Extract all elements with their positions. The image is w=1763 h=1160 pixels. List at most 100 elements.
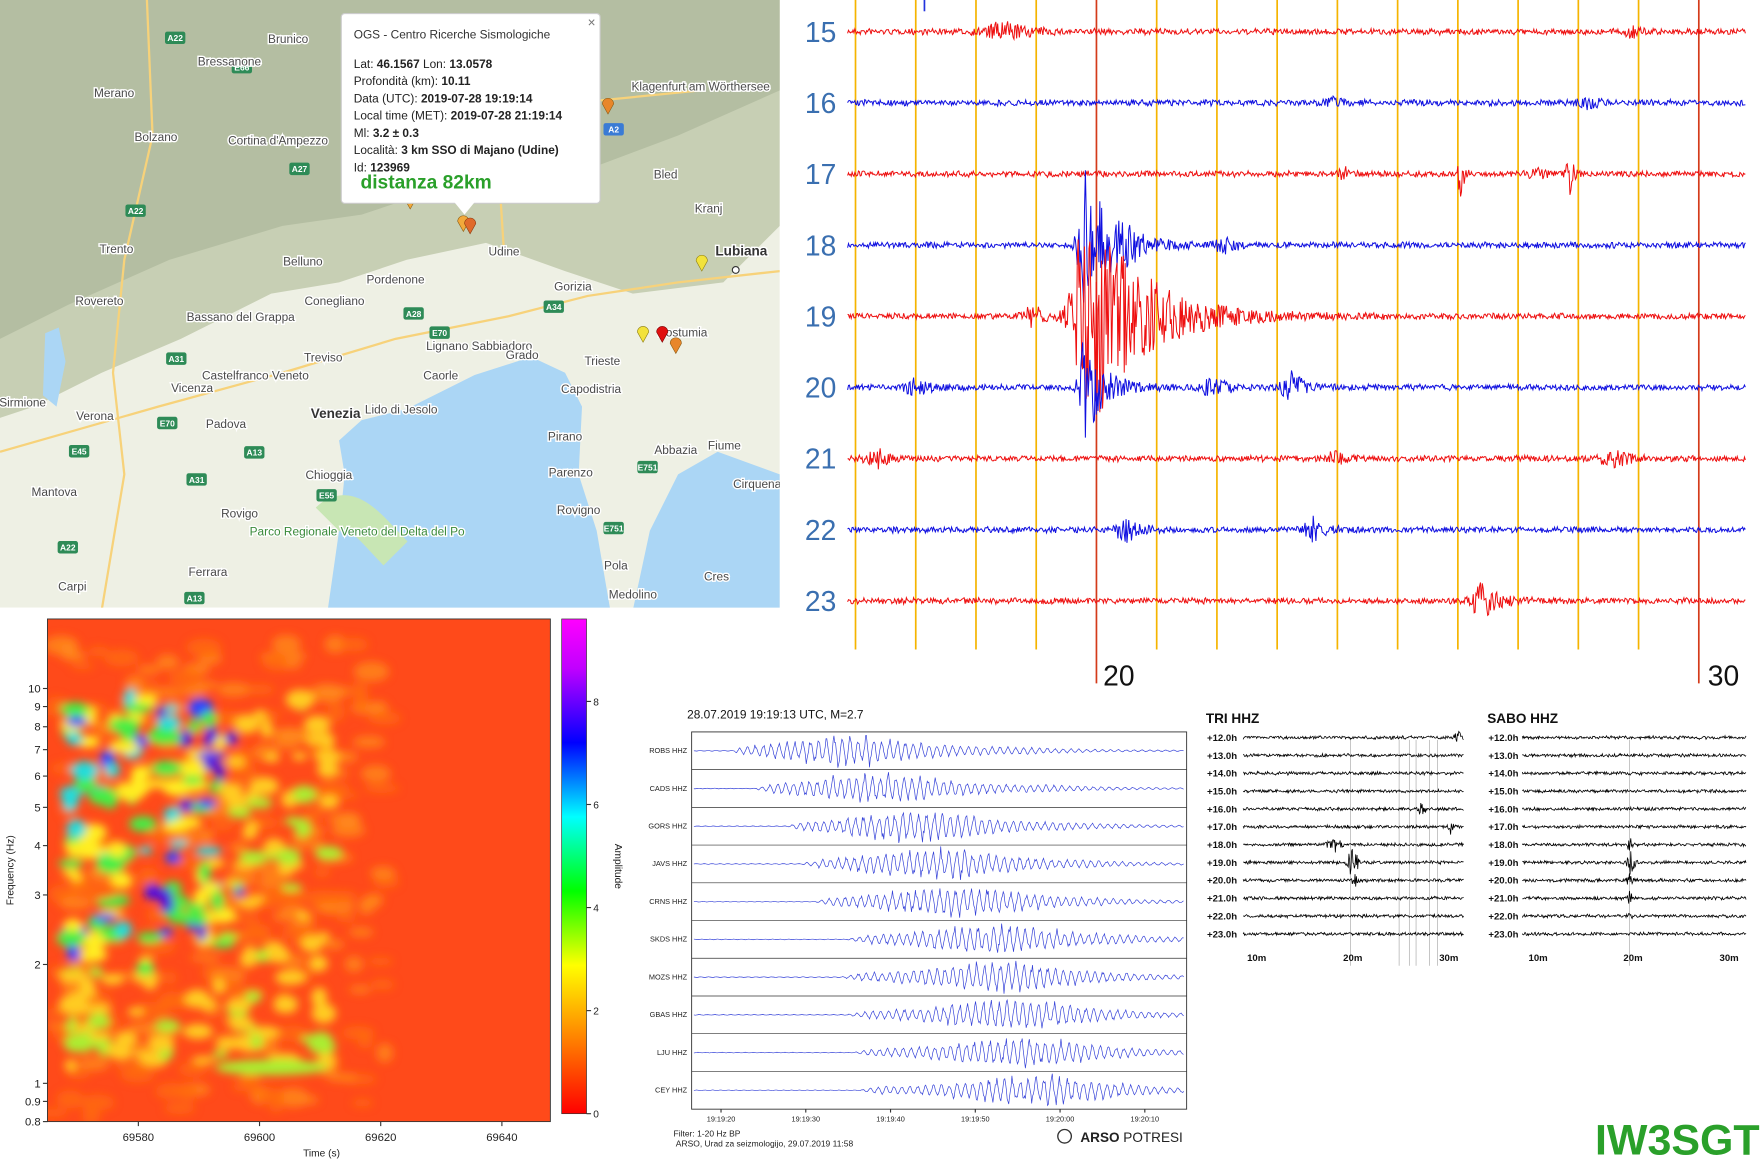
spec-patch [165,851,181,865]
popup-row: Profondità (km): 10.11 [354,74,471,88]
spec-patch [308,683,345,703]
spec-patch [224,756,246,768]
popup-value: 46.1567 [377,57,420,71]
spec-patch [322,939,345,950]
map: A22 E66 A27 A22 A28 E70 A31 E45 A13 E70 A34 A2 A31 E5… [0,0,780,608]
road-shield [603,521,624,535]
spec-patch [300,935,323,953]
minute-label: 30 [1708,660,1739,692]
colorbar-tick-label: 8 [593,697,599,708]
spec-patch [271,634,301,654]
popup-row: Local time (MET): 2019-07-28 21:19:14 [354,109,563,123]
spec-patch [59,702,90,717]
spec-patch [158,887,173,907]
spec-patch [212,1050,229,1059]
spec-patch [138,956,154,964]
hour-label: +14.0h [1488,769,1518,780]
spec-patch [210,890,224,911]
place-label: Postumia [658,326,708,340]
popup-row: Data (UTC): 2019-07-28 19:19:14 [354,91,533,105]
waveform [693,1073,1184,1107]
spec-patch [242,926,269,938]
place-label: Carpi [58,580,86,594]
spec-patch [64,1059,77,1072]
spec-patch [260,718,272,738]
spec-patch [87,1031,113,1041]
y-tick-label: 6 [34,771,40,783]
spec-patch [139,846,153,855]
spec-patch [74,776,96,793]
spec-patch [284,817,305,826]
y-tick-label: 8 [34,722,40,734]
marker[interactable] [695,255,708,272]
spec-patch [275,969,307,986]
hour-label: +18.0h [1207,840,1237,851]
popup-row: Id: 123969 [354,160,410,174]
y-axis-label: Frequency (Hz) [6,835,17,905]
hour-label: +21.0h [1488,894,1518,905]
x-tick-label: 69600 [244,1132,275,1144]
place-label: Merano [94,86,135,100]
spec-patch [161,971,178,984]
place-label: Brunico [268,32,309,46]
road-label: A31 [189,475,205,485]
hour-label: +16.0h [1488,804,1518,815]
spec-patch [148,1034,175,1052]
map-sea-east [633,451,780,608]
waveform [693,734,1184,768]
trace [847,448,1746,470]
spec-patch [250,894,266,902]
helicorder-title: TRI HHZ [1206,711,1259,726]
trace [1521,912,1747,920]
road-label: A34 [546,302,562,312]
spec-patch [122,743,135,755]
marker[interactable] [464,217,477,235]
spec-patch [266,945,290,964]
road-shield [125,204,146,217]
road-shield [157,416,178,430]
spec-patch [88,787,115,805]
spec-patch [227,1016,254,1031]
road-label: A27 [292,164,308,174]
place-label: Ferrara [188,565,227,579]
spec-patch [288,920,315,928]
spec-patch [214,1059,328,1076]
place-label: Treviso [304,350,343,364]
spec-patch [59,896,92,911]
popup-value: 10.11 [441,74,470,88]
spec-patch [154,1019,181,1032]
minute-label: 20 [1103,660,1134,692]
minute-label: 20m [1343,953,1362,964]
marker[interactable] [669,337,682,355]
arso-filter: Filter: 1-20 Hz BP [674,1128,741,1138]
trace [1522,752,1747,759]
spec-patch [96,897,126,908]
trace [1521,734,1747,741]
popup-close[interactable]: × [588,15,596,30]
spec-patch [360,765,391,783]
y-tick-label: 10 [28,683,41,695]
trace [1243,849,1464,875]
place-label: Parenzo [549,466,594,480]
spec-patch [168,669,203,687]
spec-patch [82,1105,101,1122]
spec-patch [212,978,225,995]
arso-logo-light: POTRESI [1123,1130,1182,1145]
marker[interactable] [656,326,669,343]
popup-value: 123969 [370,160,410,174]
place-label: Pordenone [367,273,425,287]
station-label: MOZS HHZ [649,972,688,981]
spec-patch [247,797,273,809]
x-tick-label: 69580 [123,1132,154,1144]
spec-patch [349,985,372,994]
road-shield [186,473,207,486]
spec-patch [186,638,222,657]
spec-patch [196,923,207,942]
spec-patch [195,681,219,690]
road-shield [68,445,90,458]
spec-patch [67,1070,90,1079]
marker[interactable] [637,326,649,343]
marker[interactable] [602,98,614,115]
spec-patch [183,1023,213,1039]
